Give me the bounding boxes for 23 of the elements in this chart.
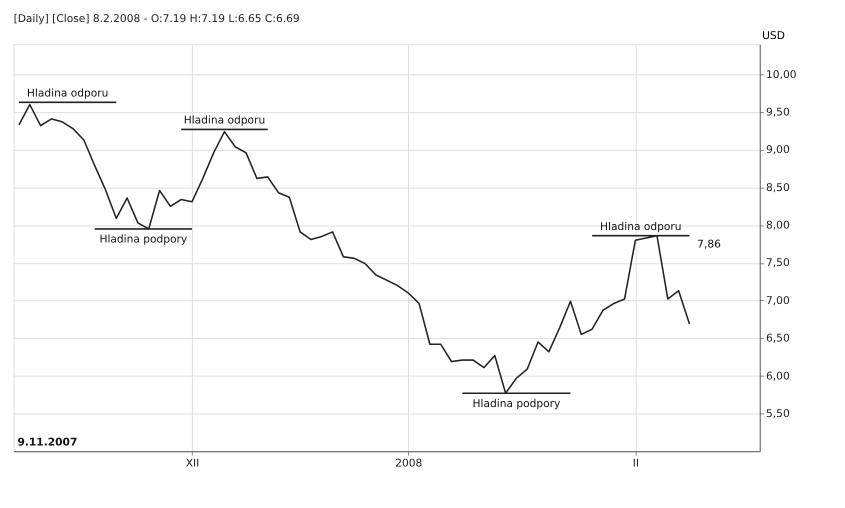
chart-title: [Daily] [Close] 8.2.2008 - O:7.19 H:7.19 L:6.65 C:6.69 [14,12,300,25]
y-tick-label: 7,50 [766,256,790,270]
series-label: Hladina odporu [26,86,108,100]
y-tick-label: 7,00 [766,294,790,307]
y-tick-label: 9,50 [766,105,790,118]
data-label: 7,86 [697,237,722,250]
y-tick-label: 5,50 [766,406,790,420]
y-tick-label: 6,00 [766,369,790,382]
series-label: Hladina podpory [472,396,560,410]
y-tick-label: 6,50 [766,332,790,345]
y-tick-label: 9,00 [766,143,790,156]
y-tick-label: 8,50 [766,180,790,194]
x-tick-label: 2008 [395,456,423,470]
y-tick-label: 8,00 [766,218,790,232]
annotation: 9.11.2007 [17,435,78,448]
y-axis-title: USD [762,28,785,42]
y-tick-label: 10,00 [766,68,797,81]
x-tick-label: XII [186,456,200,470]
series-label: Hladina podpory [99,232,188,246]
x-tick-label: II [632,456,639,470]
series-label: Hladina odporu [600,220,682,233]
line-series [18,104,690,394]
series-label: Hladina odporu [184,114,266,127]
